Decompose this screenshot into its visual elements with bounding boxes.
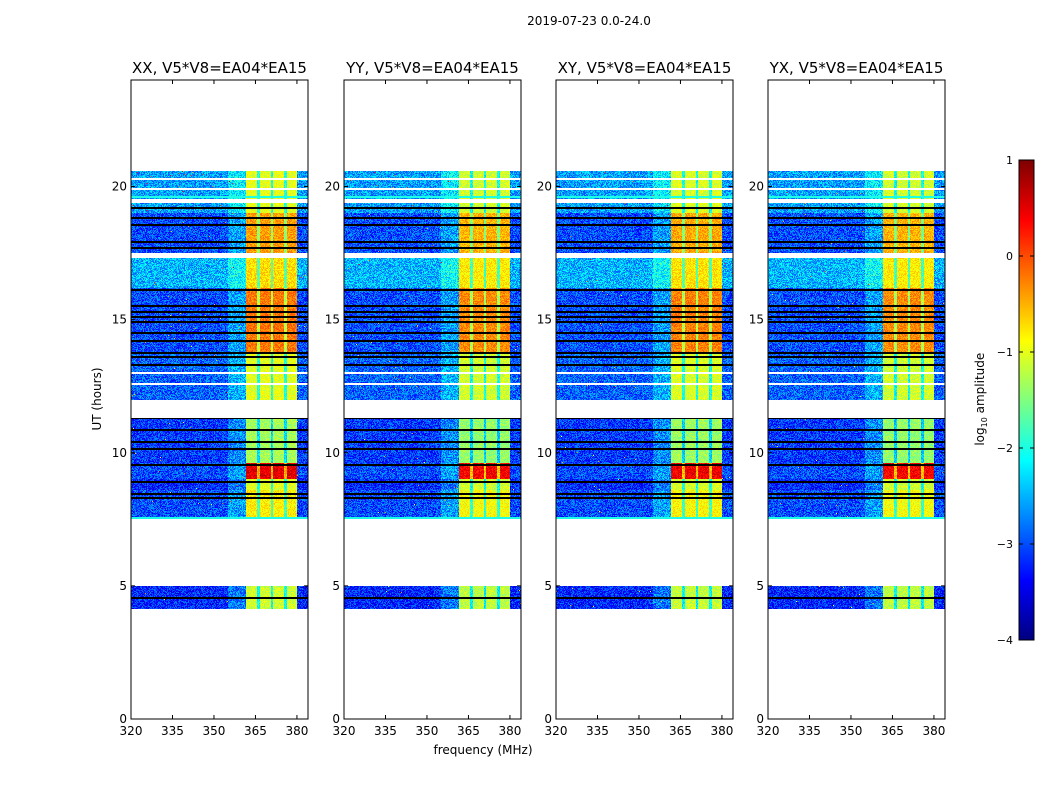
- colorbar-tick-label: −3: [997, 538, 1013, 551]
- figure-title: 2019-07-23 0.0-24.0: [527, 14, 651, 28]
- x-tick-label: 350: [840, 724, 863, 738]
- x-tick-label: 380: [710, 724, 733, 738]
- colorbar-axis: −4 −3 −2 −1 0 1: [997, 154, 1035, 647]
- y-tick-label: 0: [119, 712, 127, 726]
- x-tick-label: 380: [922, 724, 945, 738]
- x-tick-label: 335: [586, 724, 609, 738]
- x-tick-label: 350: [628, 724, 651, 738]
- x-tick-label: 365: [669, 724, 692, 738]
- x-tick-label: 335: [798, 724, 821, 738]
- axes-frame: [343, 79, 522, 720]
- colorbar-tick-label: 1: [1006, 154, 1013, 167]
- axes-panel-4: YX, V5*V8=EA04*EA15 320 335 350 365 380 0 5 10 15…: [749, 59, 946, 738]
- panel-title: YY, V5*V8=EA04*EA15: [345, 59, 519, 77]
- y-tick-label: 5: [544, 579, 552, 593]
- x-tick-label: 365: [881, 724, 904, 738]
- axes-frame: [130, 79, 309, 720]
- panel-title: YX, V5*V8=EA04*EA15: [769, 59, 944, 77]
- y-tick-label: 10: [537, 446, 552, 460]
- axes-panel-2: YY, V5*V8=EA04*EA15 320 335 350 365 380 0 5 10 15…: [325, 59, 522, 738]
- x-tick-label: 320: [333, 724, 356, 738]
- x-axis-label: frequency (MHz): [433, 743, 533, 757]
- x-tick-label: 335: [161, 724, 184, 738]
- x-tick-label: 350: [203, 724, 226, 738]
- axes-panel-3: XY, V5*V8=EA04*EA15 320 335 350 365 380 0 5 10 15…: [537, 59, 734, 738]
- y-tick-label: 0: [332, 712, 340, 726]
- y-tick-label: 0: [544, 712, 552, 726]
- x-tick-label: 365: [457, 724, 480, 738]
- y-tick-label: 5: [332, 579, 340, 593]
- heatmap-panel-1: [131, 80, 308, 719]
- heatmap-panel-3: [556, 80, 733, 719]
- x-tick-label: 320: [757, 724, 780, 738]
- y-tick-label: 15: [537, 313, 552, 327]
- colorbar-tick-label: −1: [997, 346, 1013, 359]
- y-tick-label: 10: [112, 446, 127, 460]
- x-tick-label: 365: [244, 724, 267, 738]
- axes-frame: [767, 79, 946, 720]
- y-tick-label: 15: [749, 313, 764, 327]
- x-tick-label: 335: [374, 724, 397, 738]
- axes-frame: [555, 79, 734, 720]
- y-tick-label: 10: [749, 446, 764, 460]
- y-tick-label: 5: [119, 579, 127, 593]
- axes-panel-1: XX, V5*V8=EA04*EA15 320 335 350 365 380 0 5 10 15…: [112, 59, 309, 738]
- panel-title: XY, V5*V8=EA04*EA15: [558, 59, 732, 77]
- heatmap-panel-2: [344, 80, 521, 719]
- y-tick-label: 10: [325, 446, 340, 460]
- colorbar-frame: [1018, 159, 1035, 641]
- y-tick-label: 20: [749, 180, 764, 194]
- y-tick-label: 5: [756, 579, 764, 593]
- colorbar-tick-label: −4: [997, 634, 1013, 647]
- y-tick-label: 20: [112, 180, 127, 194]
- heatmap-panel-4: [768, 80, 945, 719]
- x-tick-label: 350: [416, 724, 439, 738]
- x-tick-label: 320: [545, 724, 568, 738]
- colorbar: [1019, 160, 1034, 640]
- x-tick-label: 380: [285, 724, 308, 738]
- x-tick-label: 320: [120, 724, 143, 738]
- y-tick-label: 0: [756, 712, 764, 726]
- colorbar-tick-label: −2: [997, 442, 1013, 455]
- panel-title: XX, V5*V8=EA04*EA15: [132, 59, 307, 77]
- y-tick-label: 20: [325, 180, 340, 194]
- y-tick-label: 20: [537, 180, 552, 194]
- x-tick-label: 380: [498, 724, 521, 738]
- colorbar-tick-label: 0: [1006, 250, 1013, 263]
- y-tick-label: 15: [112, 313, 127, 327]
- y-tick-label: 15: [325, 313, 340, 327]
